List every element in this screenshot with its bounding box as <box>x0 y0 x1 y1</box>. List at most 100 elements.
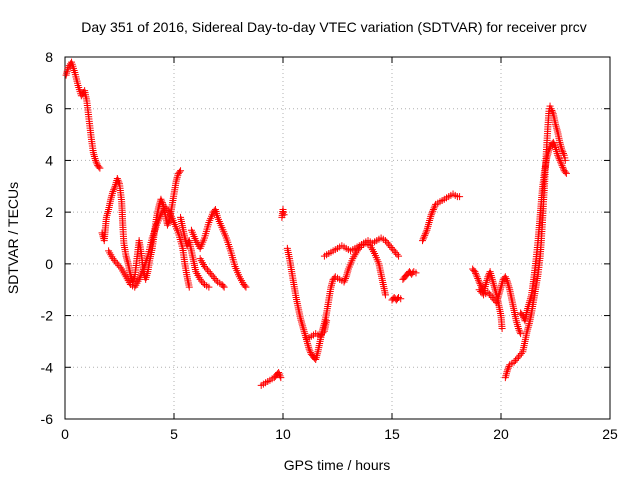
data-point <box>115 178 123 186</box>
data-point <box>316 332 324 340</box>
data-point <box>553 126 561 134</box>
data-point <box>392 249 400 257</box>
data-point <box>515 326 523 334</box>
data-point <box>502 370 510 378</box>
data-point <box>203 266 211 274</box>
data-point <box>212 276 220 284</box>
x-tick-label: 0 <box>61 426 69 442</box>
data-point <box>473 273 481 281</box>
y-tick-label: 2 <box>45 204 53 220</box>
data-point <box>477 287 485 295</box>
data-point <box>393 250 401 258</box>
data-point <box>304 341 312 349</box>
data-point <box>559 148 567 156</box>
data-point <box>242 283 250 291</box>
data-point <box>298 318 306 326</box>
data-point <box>108 191 116 199</box>
data-point <box>547 105 555 113</box>
data-point <box>497 283 505 291</box>
data-point <box>489 279 497 287</box>
data-point <box>517 349 525 357</box>
data-point <box>340 278 348 286</box>
data-point <box>502 275 510 283</box>
data-point <box>297 316 305 324</box>
data-point <box>113 175 121 183</box>
data-point <box>201 262 209 270</box>
data-point <box>419 237 427 245</box>
data-point <box>475 286 483 294</box>
data-point <box>470 266 478 274</box>
data-point <box>490 283 498 291</box>
data-point <box>549 108 557 116</box>
data-point <box>90 151 98 159</box>
data-point <box>425 220 433 228</box>
data-point <box>381 237 389 245</box>
data-point <box>209 273 217 281</box>
data-point <box>426 217 434 225</box>
data-point <box>554 151 562 159</box>
data-point <box>387 243 395 251</box>
data-point <box>471 268 479 276</box>
data-point <box>123 254 131 262</box>
data-point <box>341 276 349 284</box>
axis-ticks: 0 5 10 15 20 25 -6 -4 -2 0 2 4 6 8 <box>41 49 618 442</box>
data-point <box>559 163 567 171</box>
data-point <box>488 293 496 301</box>
data-point <box>205 268 213 276</box>
data-point <box>177 167 185 175</box>
data-point <box>157 195 165 203</box>
data-point <box>277 374 285 382</box>
y-tick-label: -6 <box>41 411 54 427</box>
data-point <box>304 339 312 347</box>
y-tick-label: -4 <box>41 359 54 375</box>
x-tick-label: 20 <box>493 426 509 442</box>
data-point <box>116 263 124 271</box>
data-point <box>431 202 439 210</box>
y-axis-label: SDTVAR / TECUs <box>5 182 21 294</box>
data-point <box>158 199 166 207</box>
data-point <box>397 295 405 303</box>
data-point <box>124 258 132 266</box>
data-point <box>427 211 435 219</box>
data-point <box>487 292 495 300</box>
data-point <box>395 252 403 260</box>
data-point <box>164 206 172 214</box>
data-point <box>504 364 512 372</box>
x-tick-label: 5 <box>170 426 178 442</box>
data-point <box>96 164 104 172</box>
data-point <box>104 207 112 215</box>
data-point <box>323 317 331 325</box>
data-point <box>557 142 565 150</box>
data-point <box>483 277 491 285</box>
data-point <box>428 209 436 217</box>
data-point <box>202 264 210 272</box>
data-point <box>198 277 206 285</box>
data-point <box>517 330 525 338</box>
data-point <box>341 275 349 283</box>
data-point <box>549 138 557 146</box>
data-point <box>328 281 336 289</box>
data-point <box>123 256 131 264</box>
data-point <box>472 269 480 277</box>
data-point <box>390 247 398 255</box>
data-point <box>163 221 171 229</box>
data-point <box>502 372 510 380</box>
data-point <box>559 165 567 173</box>
y-tick-label: -2 <box>41 308 54 324</box>
data-point <box>546 143 554 151</box>
data-point <box>516 351 524 359</box>
data-point <box>477 281 485 289</box>
data-point <box>498 281 506 289</box>
data-point <box>112 258 120 266</box>
data-point <box>109 255 117 263</box>
data-point <box>93 160 101 168</box>
data-point <box>199 279 207 287</box>
y-tick-label: 0 <box>45 256 53 272</box>
data-point <box>164 219 172 227</box>
data-point <box>505 362 513 370</box>
data-point <box>307 349 315 357</box>
plot-frame <box>64 56 611 420</box>
y-tick-label: 4 <box>45 152 53 168</box>
data-point <box>175 168 183 176</box>
data-point <box>524 325 532 333</box>
